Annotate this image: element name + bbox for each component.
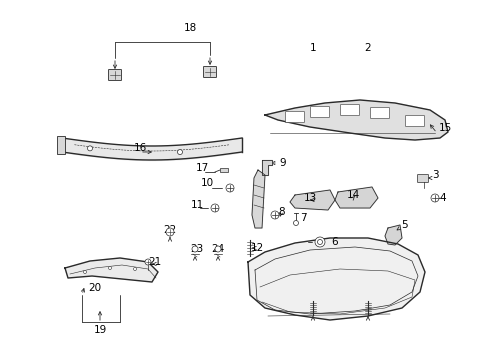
Polygon shape [289,190,334,210]
FancyBboxPatch shape [417,175,427,183]
Polygon shape [251,170,264,228]
Text: 1: 1 [309,43,316,53]
Polygon shape [247,238,424,320]
Text: 12: 12 [250,243,263,253]
Text: 10: 10 [200,178,213,188]
Circle shape [83,270,86,274]
Polygon shape [264,100,447,140]
Text: 24: 24 [211,244,224,254]
Circle shape [165,228,174,236]
Text: 9: 9 [279,158,286,168]
Circle shape [210,204,219,212]
Text: 16: 16 [133,143,146,153]
Circle shape [314,237,325,247]
Text: 14: 14 [346,190,359,200]
Circle shape [215,246,221,252]
Text: 15: 15 [437,123,451,133]
Text: 20: 20 [88,283,102,293]
Circle shape [133,267,136,270]
Circle shape [87,146,92,151]
Text: 11: 11 [190,200,203,210]
Circle shape [145,259,151,265]
Text: 18: 18 [183,23,196,33]
Circle shape [270,211,279,219]
Text: 4: 4 [439,193,446,203]
Text: 2: 2 [364,43,370,53]
Text: 19: 19 [93,325,106,335]
Polygon shape [262,160,271,175]
Text: 7: 7 [299,213,305,223]
Text: 5: 5 [401,220,407,230]
Text: 8: 8 [278,207,285,217]
FancyBboxPatch shape [203,67,216,77]
FancyBboxPatch shape [310,107,329,117]
Text: 6: 6 [331,237,338,247]
FancyBboxPatch shape [340,104,359,116]
FancyBboxPatch shape [370,108,389,118]
Circle shape [192,246,198,252]
Text: 13: 13 [303,193,316,203]
Polygon shape [334,187,377,208]
Text: 3: 3 [431,170,437,180]
Bar [220,168,227,172]
Circle shape [177,149,182,154]
FancyBboxPatch shape [108,69,121,81]
Polygon shape [65,258,158,282]
Circle shape [225,184,234,192]
Circle shape [293,220,298,225]
Circle shape [430,194,438,202]
FancyBboxPatch shape [405,116,424,126]
Text: 22: 22 [163,225,176,235]
Bar [57,136,65,154]
Polygon shape [384,225,401,245]
Circle shape [108,266,111,270]
Circle shape [317,239,322,244]
FancyBboxPatch shape [285,112,304,122]
Text: 23: 23 [190,244,203,254]
Text: 17: 17 [195,163,208,173]
Text: 21: 21 [148,257,162,267]
